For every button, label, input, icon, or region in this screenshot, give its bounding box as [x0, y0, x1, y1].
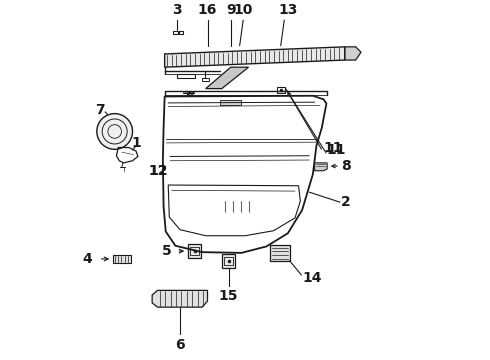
Polygon shape	[345, 47, 361, 60]
Bar	[202, 78, 209, 81]
Text: 6: 6	[175, 338, 185, 352]
Text: 1: 1	[131, 136, 141, 150]
Polygon shape	[315, 163, 327, 171]
Polygon shape	[165, 47, 345, 67]
Polygon shape	[152, 291, 207, 307]
Text: 11: 11	[323, 141, 343, 155]
Bar	[222, 254, 235, 268]
Bar	[277, 87, 285, 93]
Bar	[224, 257, 233, 265]
Text: 3: 3	[172, 3, 182, 17]
Text: 13: 13	[278, 3, 297, 17]
Text: 14: 14	[302, 271, 321, 285]
Bar	[173, 31, 178, 34]
Bar	[191, 247, 199, 255]
Text: 5: 5	[162, 244, 172, 258]
Bar	[113, 255, 131, 263]
Bar	[179, 31, 182, 34]
Text: 12: 12	[148, 164, 168, 178]
Text: 8: 8	[341, 159, 350, 173]
Circle shape	[97, 114, 132, 149]
Text: 9: 9	[226, 3, 236, 17]
Bar	[188, 244, 201, 258]
Bar	[220, 100, 242, 105]
Text: 16: 16	[198, 3, 217, 17]
Text: 10: 10	[234, 3, 253, 17]
Text: 15: 15	[219, 289, 238, 303]
Text: 12: 12	[148, 164, 168, 178]
Text: 2: 2	[341, 195, 350, 209]
Text: 4: 4	[82, 252, 92, 266]
Text: 11: 11	[326, 143, 346, 157]
Text: 7: 7	[96, 103, 105, 117]
Bar	[270, 245, 290, 261]
Polygon shape	[206, 67, 248, 89]
